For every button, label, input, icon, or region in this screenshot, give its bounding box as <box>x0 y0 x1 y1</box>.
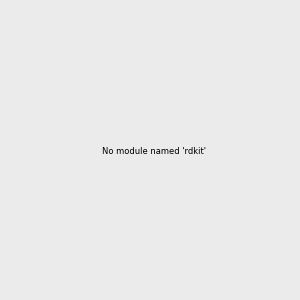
Text: No module named 'rdkit': No module named 'rdkit' <box>102 147 206 156</box>
